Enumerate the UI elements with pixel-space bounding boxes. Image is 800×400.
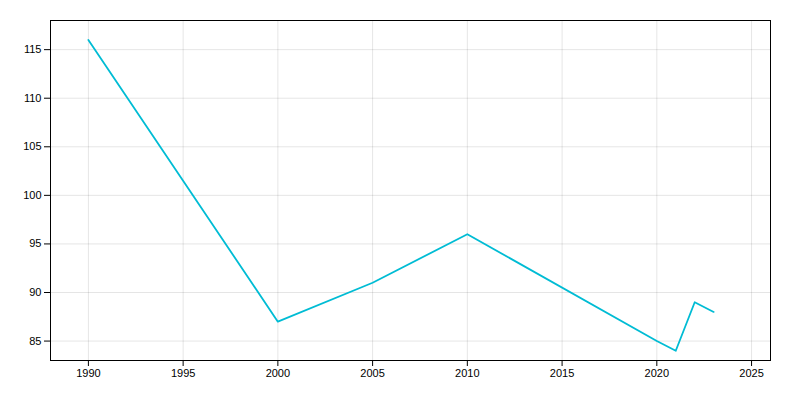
svg-text:2000: 2000 [266,367,290,379]
svg-text:2015: 2015 [550,367,574,379]
svg-text:110: 110 [24,92,42,104]
svg-text:100: 100 [23,189,41,201]
svg-text:95: 95 [29,237,41,249]
svg-text:2025: 2025 [739,367,763,379]
svg-text:85: 85 [29,335,41,347]
svg-text:115: 115 [24,43,42,55]
svg-text:2020: 2020 [645,367,669,379]
svg-text:1990: 1990 [76,367,100,379]
svg-text:1995: 1995 [171,367,195,379]
svg-text:90: 90 [29,286,41,298]
svg-text:2005: 2005 [360,367,384,379]
svg-text:105: 105 [23,140,41,152]
svg-text:2010: 2010 [455,367,479,379]
